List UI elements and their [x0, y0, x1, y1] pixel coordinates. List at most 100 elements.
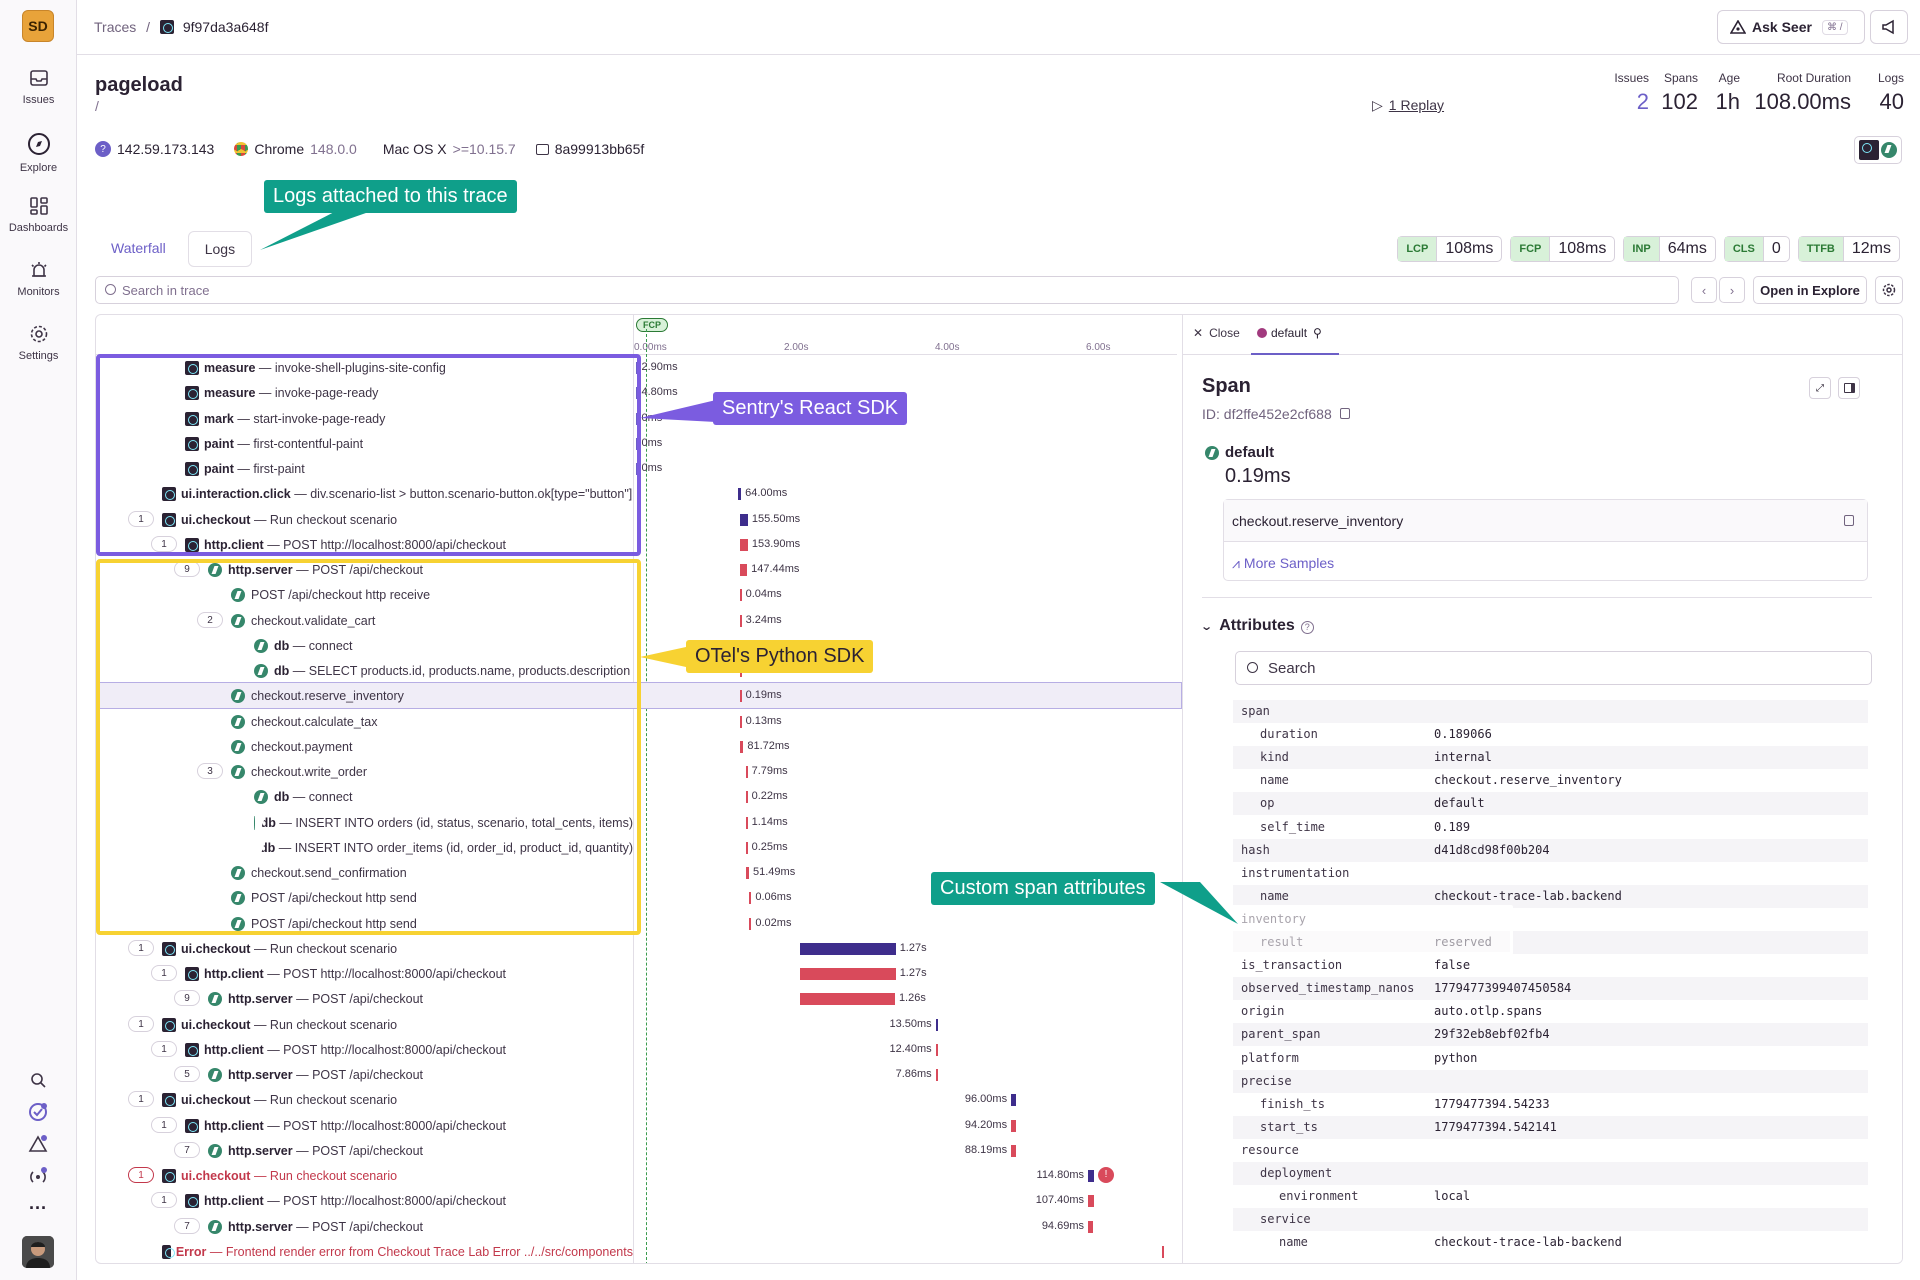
child-count-toggle[interactable]: 9	[174, 561, 200, 577]
pin-icon[interactable]: ⚲	[1313, 326, 1322, 340]
user-ip[interactable]: 142.59.173.143	[117, 141, 215, 157]
replay-id[interactable]: 8a99913bb65f	[554, 141, 645, 157]
sidebar-item-monitors[interactable]: Monitors	[0, 260, 77, 298]
attribute-value[interactable]: 0.189	[1434, 820, 1471, 834]
span-row[interactable]: mark — start-invoke-page-ready0ms	[96, 406, 1181, 431]
sidebar-item-dashboards[interactable]: Dashboards	[0, 196, 77, 234]
span-row[interactable]: 7 http.server — POST /api/checkout 94.69ms	[96, 1214, 1181, 1239]
span-row[interactable]: checkout.calculate_tax 0.13ms	[96, 709, 1181, 734]
vital-cls[interactable]: CLS 0	[1723, 236, 1790, 262]
span-bar[interactable]	[746, 867, 749, 879]
os-name[interactable]: Mac OS X	[382, 141, 447, 157]
span-bar[interactable]	[635, 362, 638, 374]
trace-search-input[interactable]: Search in trace	[95, 276, 1679, 304]
span-bar[interactable]	[739, 564, 748, 576]
span-row[interactable]: 1 http.client — POST http://localhost:800…	[96, 1113, 1181, 1138]
span-row[interactable]: 1 ui.checkout — Run checkout scenario 1.27…	[96, 936, 1181, 961]
span-bar[interactable]	[635, 413, 638, 425]
attribute-value[interactable]: reserved	[1434, 935, 1492, 949]
attribute-value[interactable]: 1779477394.54233	[1434, 1097, 1550, 1111]
broadcast-icon[interactable]	[22, 1162, 54, 1190]
child-count-toggle[interactable]: 1	[128, 1167, 154, 1183]
span-bar[interactable]	[739, 539, 748, 551]
attribute-value[interactable]: internal	[1434, 750, 1492, 764]
stat-issues[interactable]: Issues 2	[1614, 71, 1649, 115]
vital-fcp[interactable]: FCP 108ms	[1510, 236, 1616, 262]
search-icon[interactable]	[22, 1066, 54, 1094]
vital-ttfb[interactable]: TTFB 12ms	[1797, 236, 1900, 262]
span-row[interactable]: ui.interaction.click — div.scenario-list…	[96, 481, 1181, 506]
span-bar[interactable]	[1088, 1170, 1095, 1182]
more-samples-link[interactable]: ⩘ More Samples	[1232, 555, 1334, 572]
child-count-toggle[interactable]: 9	[174, 990, 200, 1006]
child-count-toggle[interactable]: 1	[151, 1192, 177, 1208]
vital-inp[interactable]: INP 64ms	[1623, 236, 1716, 262]
child-count-toggle[interactable]: 1	[128, 511, 154, 527]
span-row[interactable]: checkout.payment 81.72ms	[96, 734, 1181, 759]
span-bar[interactable]	[745, 766, 748, 778]
more-icon[interactable]: ···	[29, 1197, 47, 1218]
megaphone-icon[interactable]	[1870, 10, 1908, 44]
copy-icon[interactable]	[1339, 408, 1350, 419]
child-count-toggle[interactable]: 7	[174, 1142, 200, 1158]
column-divider[interactable]	[633, 355, 634, 1263]
span-row[interactable]: 1 http.client — POST http://localhost:800…	[96, 961, 1181, 986]
stat-logs[interactable]: Logs 40	[1878, 71, 1904, 115]
attribute-value[interactable]: local	[1434, 1189, 1471, 1203]
span-row[interactable]: 3 checkout.write_order 7.79ms	[96, 759, 1181, 784]
span-bar[interactable]	[738, 488, 742, 500]
expand-icon[interactable]: ⤢	[1809, 377, 1831, 399]
ask-seer-button[interactable]: Ask Seer ⌘ /	[1717, 10, 1865, 44]
user-avatar[interactable]	[22, 1236, 54, 1268]
span-row[interactable]: 9 http.server — POST /api/checkout 1.26s	[96, 986, 1181, 1011]
tab-logs[interactable]: Logs	[187, 231, 253, 267]
child-count-toggle[interactable]: 2	[197, 612, 223, 628]
close-button[interactable]: ✕ Close	[1193, 326, 1240, 340]
span-bar[interactable]	[1011, 1094, 1017, 1106]
help-icon[interactable]: ?	[1300, 621, 1314, 634]
gear-icon[interactable]	[1875, 276, 1903, 304]
span-row[interactable]: POST /api/checkout http send 0.06ms	[96, 885, 1181, 910]
attribute-value[interactable]: false	[1434, 958, 1471, 972]
span-row[interactable]: 1 ui.checkout — Run checkout scenario 155.…	[96, 507, 1181, 532]
span-row[interactable]: POST /api/checkout http receive 0.04ms	[96, 582, 1181, 607]
span-row[interactable]: 5 http.server — POST /api/checkout 7.86ms	[96, 1062, 1181, 1087]
attribute-value[interactable]: 1779477394.542141	[1434, 1120, 1557, 1134]
attribute-value[interactable]: auto.otlp.spans	[1434, 1004, 1543, 1018]
span-row[interactable]: 7 http.server — POST /api/checkout 88.19ms	[96, 1138, 1181, 1163]
sidebar-item-explore[interactable]: Explore	[0, 132, 77, 174]
span-bar[interactable]	[739, 716, 742, 728]
span-bar[interactable]	[935, 1069, 938, 1081]
span-bar[interactable]	[935, 1019, 938, 1031]
span-bar[interactable]	[799, 993, 895, 1005]
span-row[interactable]: 1 ui.checkout — Run checkout scenario 13.5…	[96, 1012, 1181, 1037]
span-bar[interactable]	[799, 968, 896, 980]
span-row[interactable]: 1 ui.checkout — Run checkout scenario 114.…	[96, 1163, 1181, 1188]
attribute-value[interactable]: d41d8cd98f00b204	[1434, 843, 1550, 857]
span-bar[interactable]	[745, 842, 748, 854]
child-count-toggle[interactable]: 1	[151, 1041, 177, 1057]
span-row[interactable]: 1 ui.checkout — Run checkout scenario 96.0…	[96, 1087, 1181, 1112]
span-row[interactable]: 9 http.server — POST /api/checkout 147.44m…	[96, 557, 1181, 582]
tab-waterfall[interactable]: Waterfall	[111, 240, 166, 256]
replay-link[interactable]: ▷ 1 Replay	[1372, 97, 1444, 114]
span-bar[interactable]	[1088, 1195, 1094, 1207]
span-bar[interactable]	[1088, 1221, 1094, 1233]
span-row[interactable]: 1 http.client — POST http://localhost:800…	[96, 532, 1181, 557]
span-row[interactable]: checkout.reserve_inventory 0.19ms	[96, 682, 1182, 709]
chevron-right-icon[interactable]: ›	[1719, 277, 1745, 303]
child-count-toggle[interactable]: 1	[151, 965, 177, 981]
span-bar[interactable]	[739, 514, 748, 526]
span-row[interactable]: measure — invoke-page-ready 4.80ms	[96, 380, 1181, 405]
span-bar[interactable]	[739, 690, 742, 702]
child-count-toggle[interactable]: 5	[174, 1066, 200, 1082]
span-row[interactable]: db — connect	[96, 633, 1181, 658]
span-row[interactable]: db — connect 0.22ms	[96, 784, 1181, 809]
org-avatar[interactable]: SD	[22, 10, 54, 42]
attributes-header[interactable]: ⌄ Attributes?	[1200, 617, 1314, 635]
attribute-search-input[interactable]: Search	[1235, 651, 1872, 685]
span-row[interactable]: checkout.send_confirmation 51.49ms	[96, 860, 1181, 885]
span-row[interactable]: paint — first-paint 0ms	[96, 456, 1181, 481]
span-bar[interactable]	[745, 817, 748, 829]
breadcrumb-traces[interactable]: Traces	[94, 19, 137, 35]
